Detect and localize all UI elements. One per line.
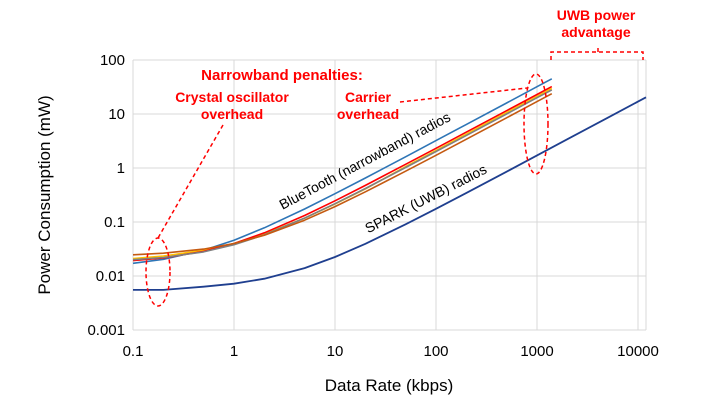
uwb-advantage-bracket xyxy=(550,45,644,60)
x-axis-label: Data Rate (kbps) xyxy=(325,376,454,395)
narrowband-penalties-title: Narrowband penalties: xyxy=(201,67,363,84)
uwb-annotation-line2: advantage xyxy=(561,24,630,40)
y-tick-label: 0.01 xyxy=(96,268,125,285)
x-tick-label: 0.1 xyxy=(123,343,144,360)
x-tick-label: 10000 xyxy=(617,343,659,360)
x-tick-label: 100 xyxy=(423,343,448,360)
y-tick-label: 0.001 xyxy=(87,322,125,339)
x-tick-label: 10 xyxy=(327,343,344,360)
y-axis-label: Power Consumption (mW) xyxy=(35,95,54,294)
series-line-5 xyxy=(133,96,647,291)
uwb-annotation-line1: UWB power xyxy=(557,7,636,23)
crystal-annotation-line2: overhead xyxy=(201,106,263,122)
carrier-ellipse xyxy=(523,73,549,175)
x-tick-label: 1000 xyxy=(520,343,553,360)
series-lines xyxy=(132,78,647,291)
series-line-3 xyxy=(132,89,553,261)
x-tick-label: 1 xyxy=(230,343,238,360)
series-line-4 xyxy=(132,92,553,256)
y-tick-label: 0.1 xyxy=(104,214,125,231)
y-tick-label: 1 xyxy=(117,160,125,177)
carrier-leader-line xyxy=(399,87,528,103)
crystal-annotation-line1: Crystal oscillator xyxy=(175,89,289,105)
carrier-annotation-line1: Carrier xyxy=(345,89,391,105)
tick-labels: 0.1 1 10 100 1000 10000 0.001 0.01 0.1 1 10 100 xyxy=(87,52,658,360)
carrier-annotation-line2: overhead xyxy=(337,106,399,122)
spark-curve-label: SPARK (UWB) radios xyxy=(362,161,489,236)
grid xyxy=(132,59,647,331)
y-tick-label: 100 xyxy=(100,52,125,69)
crystal-ellipse xyxy=(145,237,171,307)
crystal-leader-line xyxy=(157,124,224,239)
y-tick-label: 10 xyxy=(108,106,125,123)
